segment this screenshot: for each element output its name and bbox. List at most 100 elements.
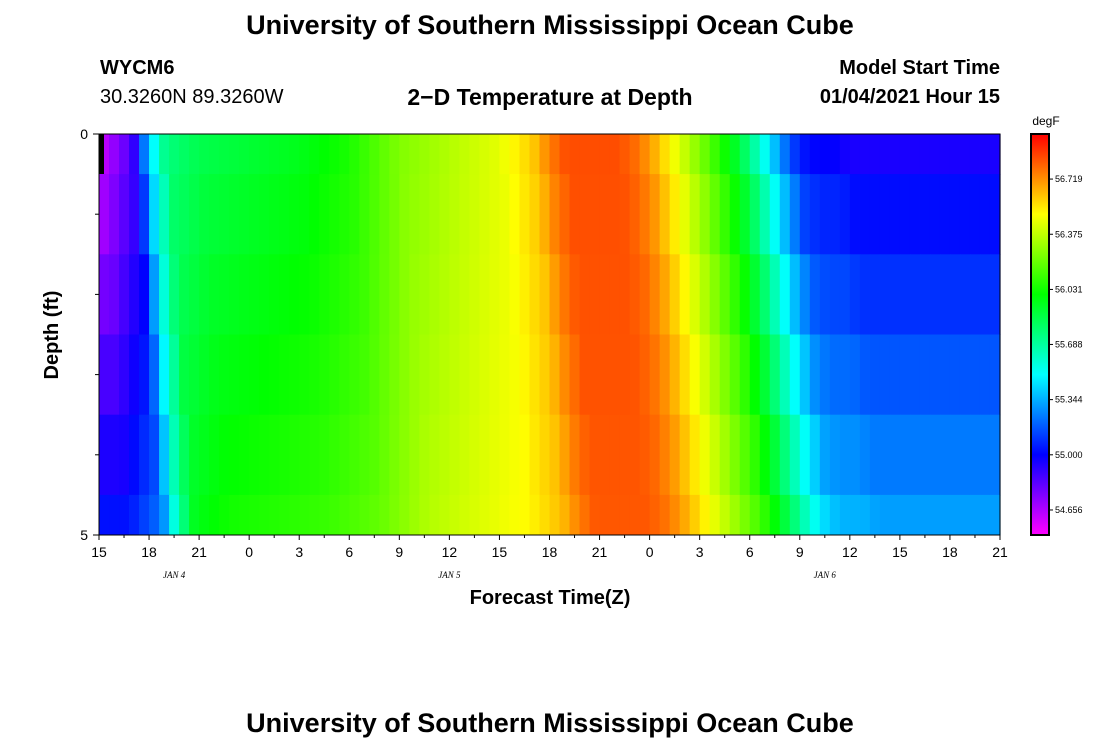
heatmap-cell xyxy=(879,254,891,335)
heatmap-cell xyxy=(239,254,250,335)
heatmap-cell xyxy=(409,414,420,496)
heatmap-cell xyxy=(249,414,260,496)
heatmap-cell xyxy=(839,414,851,496)
heatmap-cell xyxy=(299,494,310,536)
heatmap-cell xyxy=(989,414,1001,496)
heatmap-cell xyxy=(919,254,931,335)
heatmap-cell xyxy=(319,414,330,496)
heatmap-cell xyxy=(269,494,280,536)
heatmap-cell xyxy=(569,494,581,536)
heatmap-cell xyxy=(839,174,851,255)
heatmap-cell xyxy=(119,334,130,416)
heatmap-cell xyxy=(729,254,741,335)
heatmap-cell xyxy=(419,134,430,175)
heatmap-cell xyxy=(959,134,971,175)
heatmap-cell xyxy=(869,334,881,416)
heatmap-cell xyxy=(459,174,471,255)
x-tick-label: 15 xyxy=(492,544,508,560)
heatmap-cell xyxy=(709,134,721,175)
heatmap-cell xyxy=(869,494,881,536)
heatmap-cell xyxy=(949,174,961,255)
heatmap-cell xyxy=(829,414,841,496)
heatmap-cell xyxy=(229,334,240,416)
heatmap-cell xyxy=(469,134,481,175)
heatmap-cell xyxy=(929,134,941,175)
heatmap-cell xyxy=(959,494,971,536)
heatmap-cell xyxy=(339,254,350,335)
heatmap-cell xyxy=(259,334,270,416)
heatmap-cell xyxy=(199,134,210,175)
heatmap-cell xyxy=(309,494,320,536)
colorbar-gradient xyxy=(1030,133,1050,536)
heatmap-cell xyxy=(979,254,991,335)
heatmap-cell xyxy=(399,334,410,416)
heatmap-cell xyxy=(879,174,891,255)
heatmap-cell xyxy=(169,174,180,255)
heatmap-cell xyxy=(299,174,310,255)
surface-marker xyxy=(99,134,104,174)
heatmap-cell xyxy=(239,174,250,255)
x-tick-label: 12 xyxy=(842,544,858,560)
x-tick-label: 0 xyxy=(245,544,253,560)
heatmap-cell xyxy=(689,494,701,536)
x-tick-label: 15 xyxy=(892,544,908,560)
heatmap-cell xyxy=(809,254,821,335)
heatmap-cell xyxy=(329,254,340,335)
heatmap-cell xyxy=(619,254,631,335)
heatmap-cell xyxy=(519,134,531,175)
heatmap-cell xyxy=(119,254,130,335)
heatmap-cell xyxy=(949,414,961,496)
heatmap-cell xyxy=(459,494,471,536)
heatmap-cell xyxy=(329,414,340,496)
heatmap-cell xyxy=(669,414,681,496)
heatmap-cell xyxy=(649,414,661,496)
heatmap-cell xyxy=(379,334,390,416)
heatmap-cell xyxy=(259,414,270,496)
heatmap-cell xyxy=(479,134,491,175)
heatmap-cell xyxy=(909,494,921,536)
heatmap-cell xyxy=(279,254,290,335)
heatmap-cell xyxy=(559,134,571,175)
heatmap-cell xyxy=(559,254,571,335)
heatmap-cell xyxy=(979,414,991,496)
heatmap-cell xyxy=(759,414,771,496)
heatmap-cell xyxy=(409,334,420,416)
heatmap-cell xyxy=(129,414,140,496)
heatmap-cell xyxy=(249,134,260,175)
heatmap-cell xyxy=(879,414,891,496)
heatmap-cell xyxy=(119,494,130,536)
heatmap-cell xyxy=(689,134,701,175)
heatmap-cell xyxy=(759,174,771,255)
date-label: JAN 6 xyxy=(814,570,837,580)
heatmap-cell xyxy=(389,134,400,175)
heatmap-cell xyxy=(219,174,230,255)
heatmap-cell xyxy=(509,494,521,536)
heatmap-cell xyxy=(99,494,110,536)
x-axis: 15 18 21 0 3 6 9 12 15 18 21 0 3 6 9 12 15 18 21 xyxy=(91,535,1008,560)
heatmap-cell xyxy=(159,254,170,335)
heatmap-cell xyxy=(739,334,751,416)
heatmap-cell xyxy=(439,134,450,175)
heatmap-cell xyxy=(679,254,691,335)
heatmap-cell xyxy=(579,334,591,416)
heatmap-cell xyxy=(509,174,521,255)
heatmap-cell xyxy=(909,254,921,335)
heatmap-cell xyxy=(929,254,941,335)
heatmap-cell xyxy=(669,494,681,536)
heatmap-cell xyxy=(519,414,531,496)
heatmap-cell xyxy=(869,174,881,255)
heatmap-cell xyxy=(729,414,741,496)
heatmap-cell xyxy=(349,174,360,255)
heatmap-cell xyxy=(149,134,160,175)
heatmap-cell xyxy=(809,334,821,416)
heatmap-cell xyxy=(179,254,190,335)
heatmap-cell xyxy=(419,414,430,496)
heatmap-cell xyxy=(839,494,851,536)
heatmap-cell xyxy=(379,414,390,496)
heatmap-cell xyxy=(979,134,991,175)
heatmap-cell xyxy=(519,334,531,416)
heatmap-cell xyxy=(109,494,120,536)
heatmap-cell xyxy=(449,134,460,175)
heatmap-cell xyxy=(239,494,250,536)
